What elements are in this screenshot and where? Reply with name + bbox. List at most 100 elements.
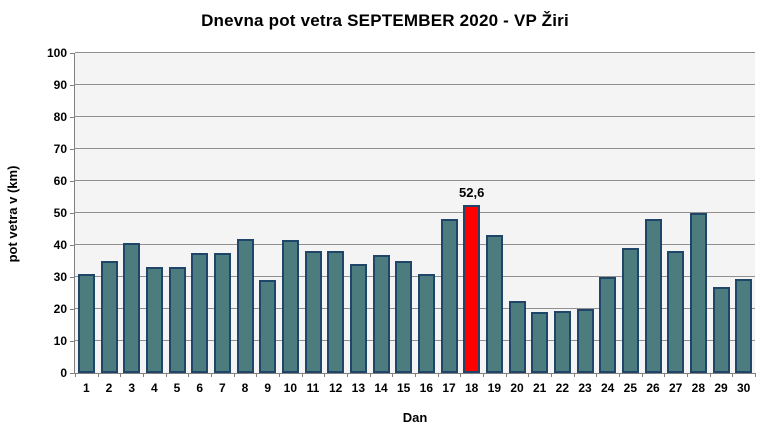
y-tick-mark	[70, 213, 75, 214]
x-tick-mark	[619, 373, 620, 377]
x-tick-label-18: 18	[464, 381, 479, 395]
gridline-100	[75, 52, 755, 53]
y-tick-mark	[70, 85, 75, 86]
bar-day-30	[735, 278, 753, 373]
bar-day-10	[281, 240, 299, 373]
x-tick-label-14: 14	[374, 381, 388, 395]
y-tick-mark	[70, 309, 75, 310]
bar-day-3	[123, 243, 141, 373]
chart-title: Dnevna pot vetra SEPTEMBER 2020 - VP Žir…	[201, 11, 569, 30]
bar-day-29	[712, 286, 730, 373]
x-tick-mark	[709, 373, 711, 377]
x-tick-mark	[256, 373, 258, 377]
x-tick-label-4: 4	[150, 381, 158, 395]
x-tick-label-24: 24	[600, 381, 615, 395]
y-tick-mark	[70, 149, 75, 150]
y-tick-label-70: 70	[53, 142, 67, 156]
y-tick-mark	[70, 341, 75, 342]
bar-day-8	[236, 238, 254, 373]
bar-value-label: 52,6	[459, 184, 485, 200]
x-tick-mark	[188, 373, 190, 377]
x-tick-mark	[573, 373, 575, 377]
x-tick-mark	[120, 373, 122, 377]
y-tick-mark	[70, 53, 75, 54]
x-tick-label-7: 7	[218, 381, 226, 395]
x-tick-mark	[437, 373, 439, 377]
x-tick-label-6: 6	[196, 381, 203, 395]
x-tick-mark	[347, 373, 348, 377]
x-tick-mark	[664, 373, 666, 377]
bar-day-12	[327, 251, 345, 373]
y-tick-label-20: 20	[53, 302, 67, 316]
gridline-50	[75, 212, 755, 213]
bar-day-20	[508, 301, 526, 373]
y-tick-label-0: 0	[60, 366, 67, 380]
x-tick-mark	[732, 373, 734, 377]
x-tick-label-22: 22	[555, 381, 570, 395]
x-tick-mark	[97, 373, 99, 377]
bar-day-23	[576, 309, 594, 373]
bar-day-2	[100, 261, 118, 373]
x-axis-title: Dan	[402, 410, 428, 425]
x-tick-mark	[528, 373, 530, 377]
x-tick-label-26: 26	[646, 381, 660, 395]
bar-day-27	[667, 251, 685, 373]
x-tick-mark	[551, 373, 552, 377]
x-tick-label-8: 8	[241, 381, 249, 395]
x-tick-label-16: 16	[419, 381, 434, 395]
gridline-40	[75, 244, 755, 245]
x-tick-mark	[369, 373, 371, 377]
x-tick-mark	[143, 373, 144, 377]
x-tick-label-15: 15	[396, 381, 411, 395]
x-tick-label-25: 25	[623, 381, 638, 395]
plot-area	[74, 52, 755, 374]
y-tick-mark	[70, 373, 75, 374]
x-tick-mark	[483, 373, 484, 377]
x-tick-mark	[279, 373, 280, 377]
bar-day-15	[395, 261, 413, 373]
bar-day-16	[417, 273, 435, 373]
x-tick-label-28: 28	[691, 381, 706, 395]
x-tick-label-20: 20	[510, 381, 524, 395]
x-tick-label-27: 27	[668, 381, 683, 395]
y-tick-mark	[70, 181, 75, 182]
bar-day-7	[213, 253, 231, 373]
x-tick-mark	[755, 373, 756, 377]
bar-day-19	[485, 235, 503, 373]
x-tick-mark	[596, 373, 598, 377]
y-axis-title: pot vetra v (km)	[5, 165, 20, 263]
gridline-80	[75, 116, 755, 117]
bar-day-28	[689, 213, 707, 373]
gridline-20	[75, 308, 755, 309]
x-tick-mark	[233, 373, 235, 377]
bar-day-5	[168, 267, 186, 373]
x-tick-mark	[211, 373, 212, 377]
x-tick-label-13: 13	[351, 381, 366, 395]
bar-day-11	[304, 251, 322, 373]
x-tick-label-23: 23	[578, 381, 592, 395]
y-tick-label-60: 60	[53, 174, 67, 188]
y-tick-label-40: 40	[53, 238, 67, 252]
x-tick-mark	[324, 373, 326, 377]
x-tick-label-9: 9	[264, 381, 271, 395]
bar-day-13	[349, 264, 367, 373]
bar-day-26	[644, 219, 662, 373]
x-tick-mark	[460, 373, 462, 377]
y-tick-mark	[70, 117, 75, 118]
y-tick-label-100: 100	[46, 46, 67, 60]
bar-day-18	[463, 204, 481, 373]
gridline-30	[75, 276, 755, 277]
x-tick-mark	[415, 373, 416, 377]
x-tick-label-2: 2	[105, 381, 113, 395]
y-tick-label-50: 50	[53, 206, 67, 220]
x-tick-label-30: 30	[736, 381, 751, 395]
x-tick-mark	[165, 373, 167, 377]
bar-day-1	[77, 273, 95, 373]
x-tick-mark	[75, 373, 76, 377]
bar-day-9	[259, 280, 277, 373]
bar-day-4	[145, 267, 163, 373]
bar-day-6	[191, 253, 209, 373]
x-tick-label-5: 5	[173, 381, 181, 395]
x-tick-label-17: 17	[442, 381, 456, 395]
